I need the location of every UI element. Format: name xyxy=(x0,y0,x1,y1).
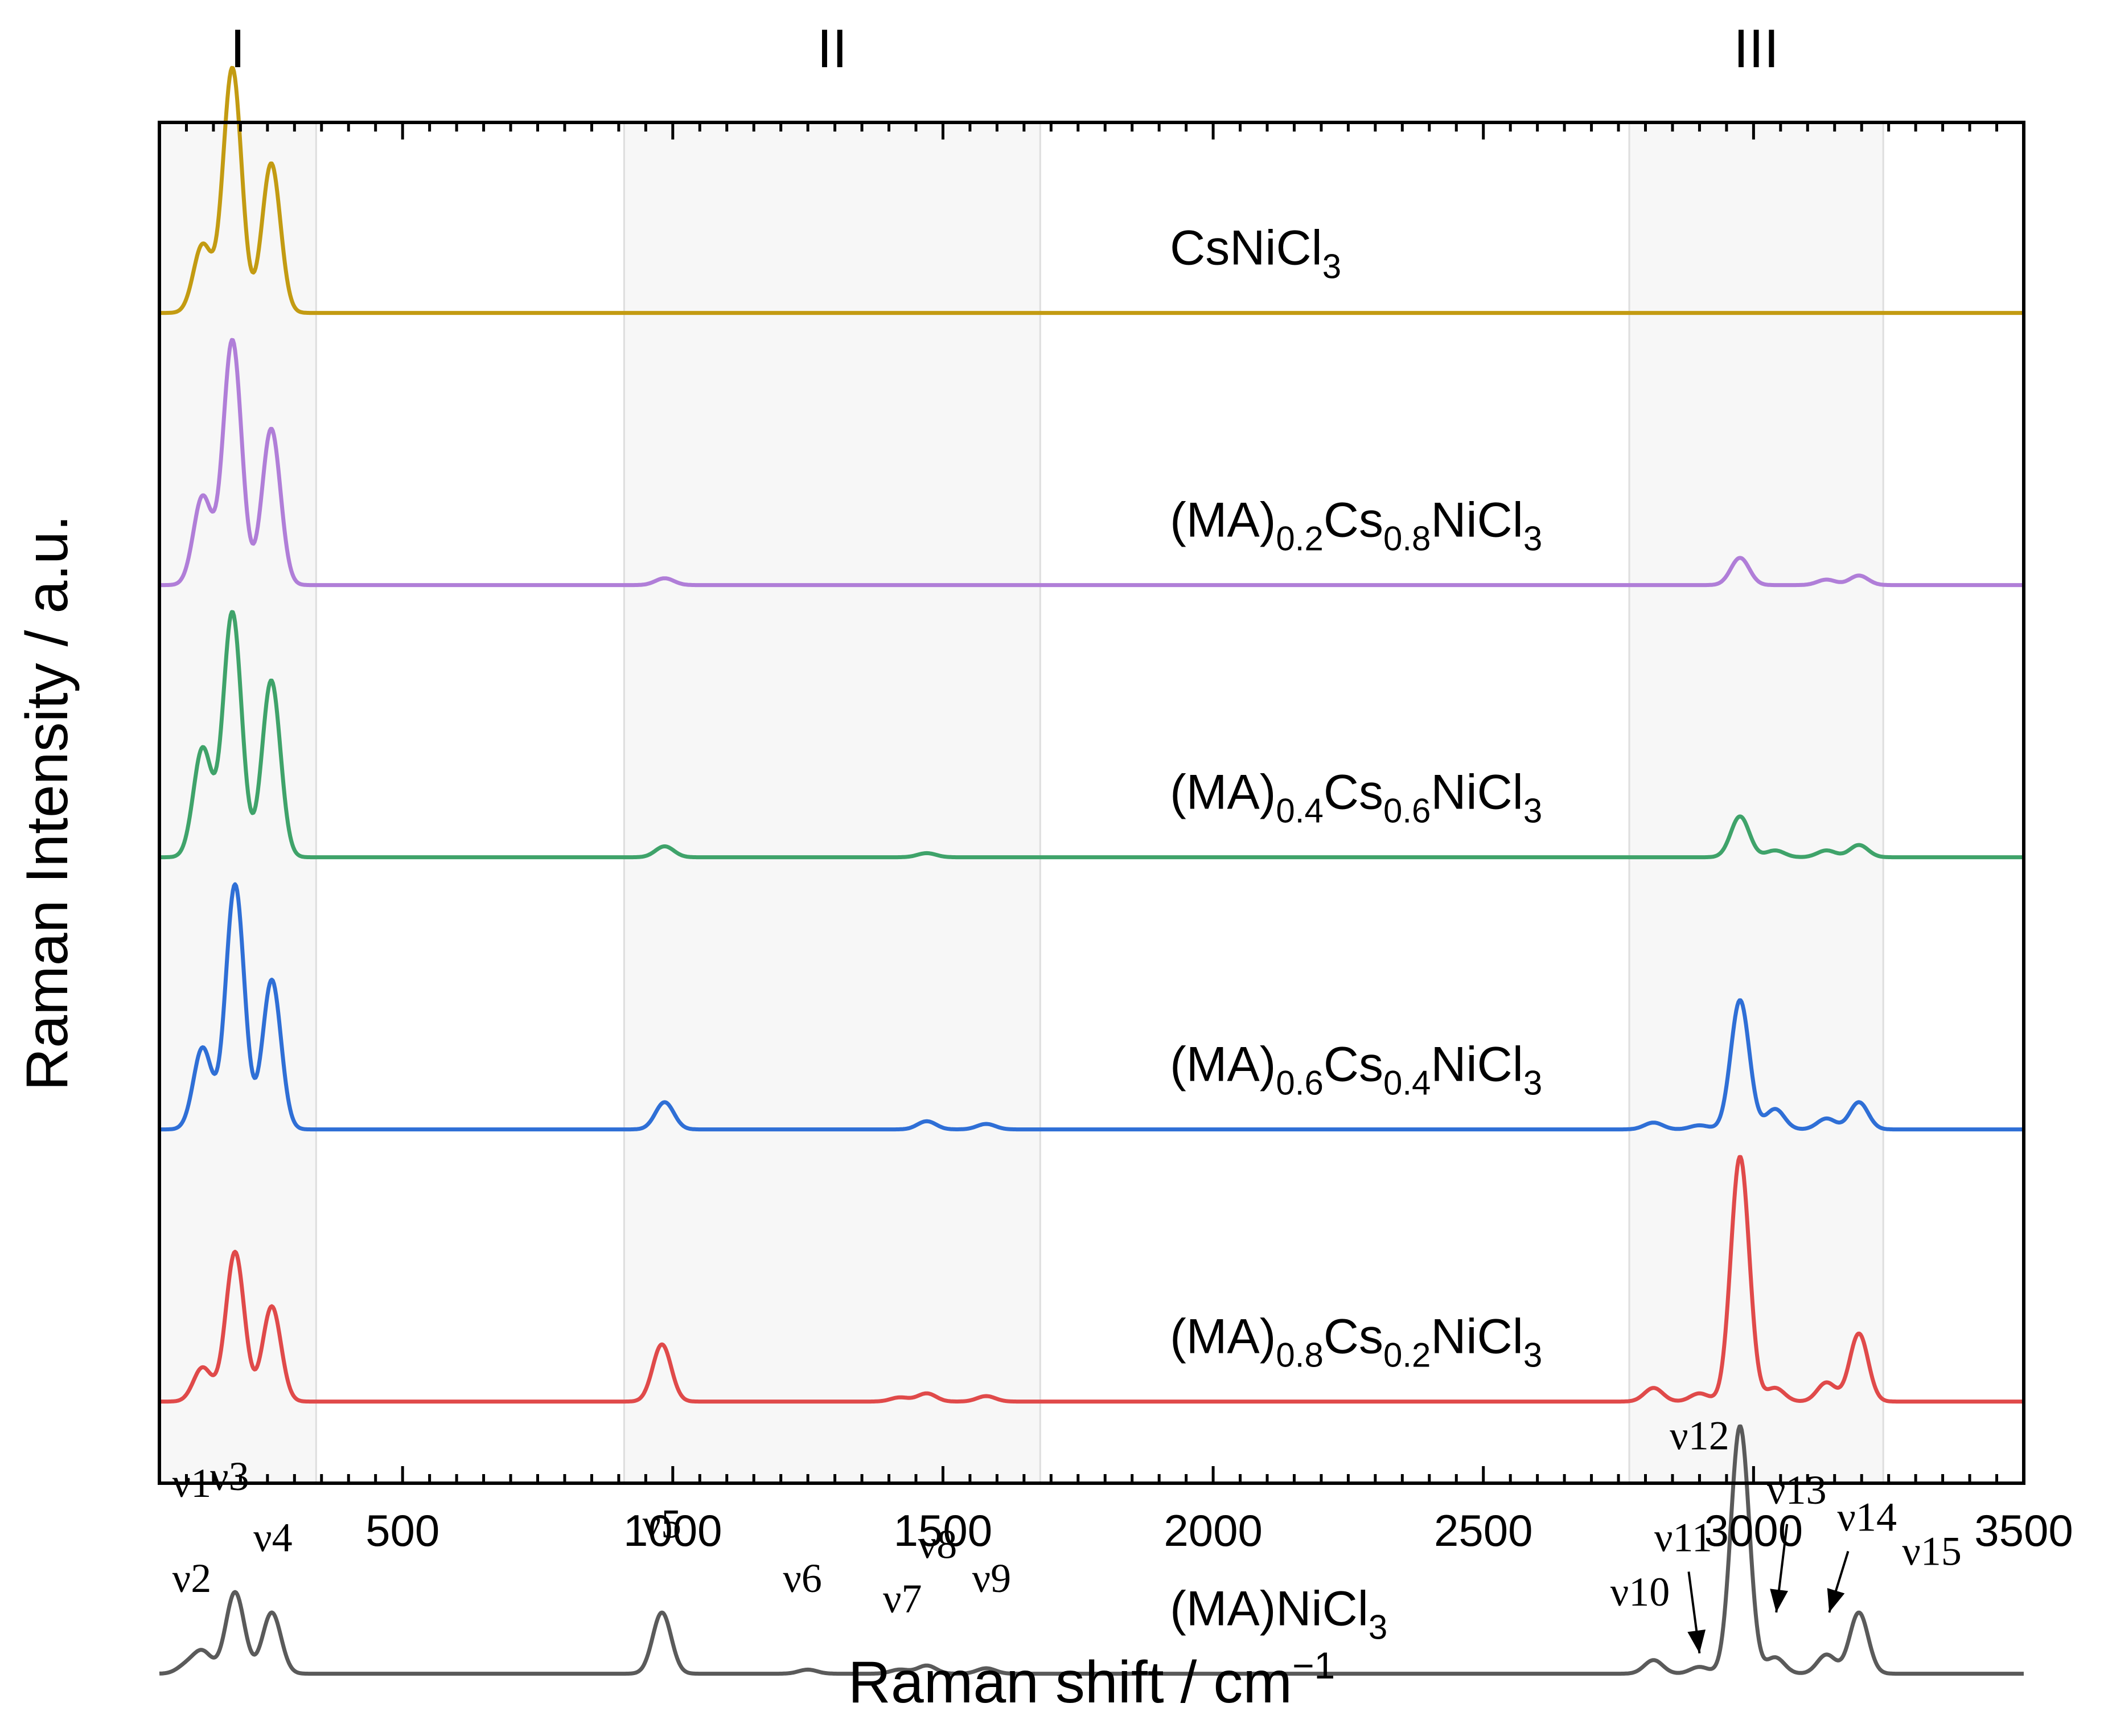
shaded-regions xyxy=(159,122,1884,1483)
series-labels: CsNiCl3(MA)0.2Cs0.8NiCl3(MA)0.4Cs0.6NiCl… xyxy=(1170,221,1542,1647)
series-label-part: CsNiCl xyxy=(1170,221,1322,276)
y-axis-title: Raman Intensity / a.u. xyxy=(14,515,80,1091)
axes xyxy=(158,121,2025,1485)
peak-label-ν12: ν12 xyxy=(1670,1413,1729,1458)
series-label-part: NiCl xyxy=(1431,493,1523,548)
series-label-part: 0.4 xyxy=(1276,792,1323,830)
peak-arrows xyxy=(1687,1524,1850,1654)
series-label-part: 0.8 xyxy=(1383,520,1431,558)
series-label-part: 3 xyxy=(1369,1608,1387,1647)
series-label-4: (MA)0.6Cs0.4NiCl3 xyxy=(1170,1037,1542,1102)
x-tick-label: 2000 xyxy=(1164,1505,1263,1556)
x-tick-label: 2500 xyxy=(1434,1505,1533,1556)
series-label-part: 3 xyxy=(1523,1064,1542,1102)
series-label-part: Cs xyxy=(1324,1310,1383,1364)
region-band-3 xyxy=(1629,122,1884,1483)
peak-label-ν10: ν10 xyxy=(1610,1569,1670,1615)
series-label-part: (MA) xyxy=(1170,493,1276,548)
region-label-III: III xyxy=(1733,18,1779,79)
peak-label-ν4: ν4 xyxy=(253,1515,293,1561)
series-label-part: Cs xyxy=(1324,765,1383,820)
spectrum-line-1 xyxy=(158,65,2025,315)
x-tick-label: 1500 xyxy=(894,1505,993,1556)
region-labels: I II III xyxy=(230,18,1779,79)
series-label-part: (MA)NiCl xyxy=(1170,1582,1369,1636)
peak-label-ν8: ν8 xyxy=(918,1521,958,1567)
x-ticks: 500 1000 1500 2000 2500 3000 3500 xyxy=(184,122,2073,1556)
series-label-part: 0.2 xyxy=(1276,520,1323,558)
series-label-part: NiCl xyxy=(1431,1310,1523,1364)
x-tick-label: 1000 xyxy=(623,1505,722,1556)
spectrum-line-5 xyxy=(158,1155,2025,1404)
x-axis-title: Raman shift / cm−1 xyxy=(848,1644,1335,1716)
peak-label-ν5: ν5 xyxy=(643,1501,682,1547)
series-label-part: (MA) xyxy=(1170,1037,1276,1092)
x-tick-label: 3000 xyxy=(1704,1505,1803,1556)
series-label-part: 0.6 xyxy=(1276,1064,1323,1102)
region-label-II: II xyxy=(817,18,847,79)
arrow-head-1 xyxy=(1687,1629,1706,1653)
spectrum-line-3 xyxy=(158,610,2025,860)
series-label-1: CsNiCl3 xyxy=(1170,221,1341,286)
x-tick-label: 500 xyxy=(365,1505,439,1556)
series-label-part: 0.8 xyxy=(1276,1336,1323,1374)
arrow-head-3 xyxy=(1827,1588,1845,1613)
series-label-3: (MA)0.4Cs0.6NiCl3 xyxy=(1170,765,1542,830)
peak-label-ν3: ν3 xyxy=(210,1454,249,1499)
series-label-part: 0.4 xyxy=(1383,1064,1431,1102)
series-label-part: NiCl xyxy=(1431,765,1523,820)
peak-label-ν9: ν9 xyxy=(972,1556,1012,1601)
peak-label-ν14: ν14 xyxy=(1837,1495,1897,1540)
peak-label-ν15: ν15 xyxy=(1902,1528,1962,1574)
series-label-part: Cs xyxy=(1324,493,1383,548)
spectra-lines xyxy=(158,65,2025,1676)
series-label-part: (MA) xyxy=(1170,1310,1276,1364)
region-band-2 xyxy=(624,122,1041,1483)
series-label-part: 0.2 xyxy=(1383,1336,1431,1374)
series-label-part: (MA) xyxy=(1170,765,1276,820)
spectrum-line-4 xyxy=(158,882,2025,1132)
arrow-head-2 xyxy=(1770,1589,1788,1613)
series-label-part: 0.6 xyxy=(1383,792,1431,830)
region-label-I: I xyxy=(230,18,245,79)
peak-label-ν13: ν13 xyxy=(1767,1467,1827,1513)
series-label-part: 3 xyxy=(1322,248,1341,286)
series-label-2: (MA)0.2Cs0.8NiCl3 xyxy=(1170,493,1542,558)
series-label-part: 3 xyxy=(1523,1336,1542,1374)
x-axis-title-superscript: −1 xyxy=(1292,1644,1335,1686)
series-label-5: (MA)0.8Cs0.2NiCl3 xyxy=(1170,1310,1542,1374)
series-label-6: (MA)NiCl3 xyxy=(1170,1582,1387,1647)
peak-label-ν11: ν11 xyxy=(1654,1515,1712,1561)
region-band-1 xyxy=(159,122,317,1483)
x-axis-title-text: Raman shift / cm xyxy=(848,1649,1292,1716)
peak-label-ν2: ν2 xyxy=(172,1556,212,1601)
plot-frame xyxy=(158,121,2025,1485)
series-label-part: 3 xyxy=(1523,792,1542,830)
series-label-part: Cs xyxy=(1324,1037,1383,1092)
peak-label-ν6: ν6 xyxy=(783,1556,822,1601)
spectrum-line-6 xyxy=(158,1424,2025,1676)
peak-label-ν7: ν7 xyxy=(883,1576,922,1622)
peak-label-ν1: ν1 xyxy=(172,1460,212,1506)
x-tick-label: 3500 xyxy=(1974,1505,2073,1556)
series-label-part: NiCl xyxy=(1431,1037,1523,1092)
spectrum-line-2 xyxy=(158,338,2025,588)
series-label-part: 3 xyxy=(1523,520,1542,558)
